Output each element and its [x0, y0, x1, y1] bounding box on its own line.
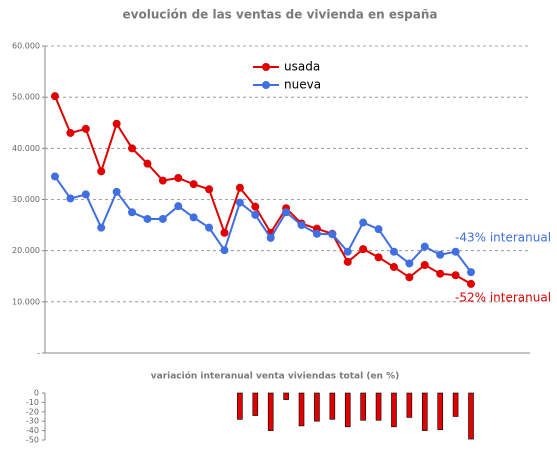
data-point — [143, 159, 152, 168]
data-point — [374, 253, 383, 262]
data-point — [312, 229, 321, 238]
data-point — [81, 190, 90, 199]
data-point — [436, 269, 445, 278]
data-point — [359, 218, 368, 227]
data-point — [51, 92, 59, 101]
data-point — [436, 250, 445, 259]
y-tick-label: 30.000 — [12, 195, 40, 204]
data-point — [97, 167, 106, 176]
data-point — [205, 223, 214, 232]
bar — [283, 392, 289, 400]
y-tick-label: 10.000 — [12, 297, 40, 306]
y-tick-label: 60.000 — [12, 42, 40, 51]
legend-marker — [262, 81, 270, 89]
data-point — [405, 259, 414, 268]
data-point — [251, 210, 260, 219]
bar — [375, 392, 382, 421]
data-point — [143, 214, 152, 223]
data-point — [174, 202, 183, 211]
data-point — [328, 230, 337, 239]
data-point — [128, 144, 137, 153]
data-point — [297, 221, 306, 230]
bar — [452, 392, 459, 417]
data-point — [235, 183, 244, 192]
data-point — [420, 260, 429, 269]
data-point — [81, 124, 90, 133]
y-tick-label: 50.000 — [12, 93, 40, 102]
bar — [391, 392, 397, 428]
bar — [360, 392, 366, 421]
legend-marker — [262, 63, 270, 71]
data-point — [66, 194, 75, 203]
data-point — [467, 268, 475, 277]
y-tick-label: 0 — [34, 389, 39, 398]
y-tick-label: -20 — [26, 407, 39, 416]
bar — [406, 392, 413, 418]
data-point — [97, 223, 106, 232]
chart-title: evolución de las ventas de vivienda en e… — [123, 8, 438, 22]
y-tick-label: -50 — [26, 436, 39, 445]
bar — [267, 392, 274, 431]
bar — [237, 392, 243, 420]
legend-label: usada — [284, 60, 320, 74]
bar — [298, 392, 305, 427]
data-point — [220, 246, 229, 255]
data-point — [158, 176, 167, 185]
data-point — [282, 208, 291, 217]
y-tick-label: - — [37, 349, 40, 358]
bar — [468, 392, 474, 440]
data-point — [189, 213, 198, 222]
data-point — [205, 185, 214, 194]
series-line — [54, 175, 472, 273]
y-tick-label: -30 — [26, 417, 39, 426]
data-point — [112, 119, 121, 128]
y-tick-label: 40.000 — [12, 144, 40, 153]
bar — [252, 392, 259, 416]
data-point — [451, 247, 460, 256]
data-point — [389, 247, 398, 256]
data-point — [467, 279, 475, 288]
y-tick-label: -10 — [26, 398, 39, 407]
data-point — [405, 273, 414, 282]
data-point — [420, 242, 429, 251]
data-point — [51, 172, 59, 181]
data-point — [251, 202, 260, 211]
data-point — [374, 225, 383, 234]
series-line — [54, 95, 472, 285]
annotation: -43% interanual — [455, 231, 551, 245]
bar — [344, 392, 351, 428]
annotation: -52% interanual — [455, 291, 551, 305]
y-tick-label: 20.000 — [12, 246, 40, 255]
data-point — [266, 233, 275, 242]
data-point — [174, 174, 183, 183]
data-point — [343, 247, 352, 256]
data-point — [128, 208, 137, 217]
bar — [329, 392, 336, 420]
y-tick-label: -40 — [26, 426, 39, 435]
data-point — [189, 180, 198, 189]
data-point — [235, 198, 244, 207]
data-point — [112, 187, 121, 196]
data-point — [359, 245, 368, 254]
bar — [314, 392, 320, 422]
data-point — [343, 257, 352, 266]
chart-subtitle: variación interanual venta viviendas tot… — [151, 371, 399, 382]
bar — [437, 392, 443, 430]
bar — [421, 392, 428, 431]
legend-label: nueva — [284, 78, 321, 92]
data-point — [451, 271, 460, 280]
data-point — [220, 228, 229, 237]
data-point — [66, 128, 75, 137]
data-point — [389, 263, 398, 272]
data-point — [158, 214, 167, 223]
